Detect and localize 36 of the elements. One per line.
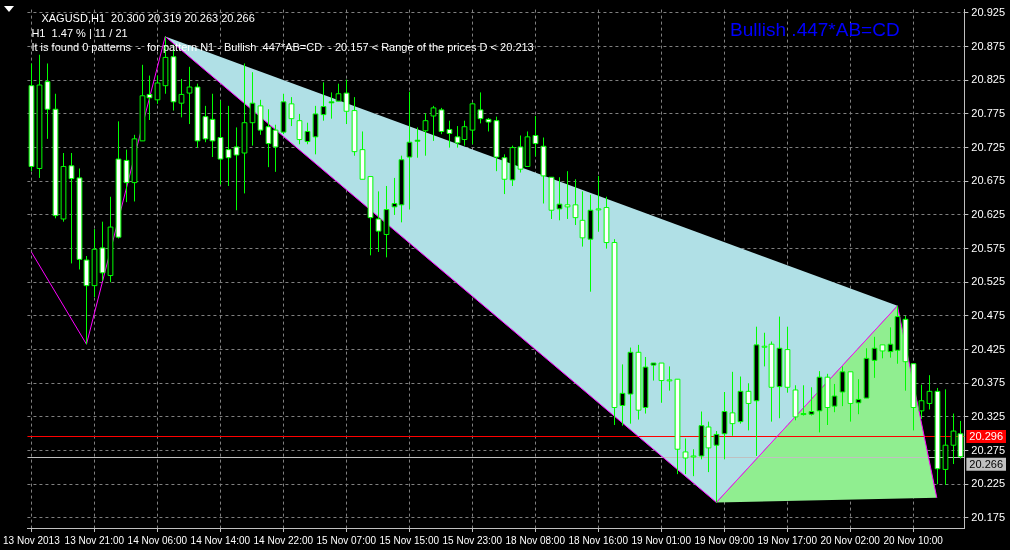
x-tick-label: 14 Nov 22:00 xyxy=(253,534,314,546)
chart-title: XAGUSD,H1 20.300 20.319 20.263 20.266 xyxy=(41,11,255,24)
annotation: H1 1.47 % | 11 / 21 xyxy=(31,26,128,39)
y-tick-label: 20.875 xyxy=(971,39,1006,52)
y-tick-label: 20.425 xyxy=(971,342,1006,355)
x-tick-label: 15 Nov 23:00 xyxy=(442,534,503,546)
y-tick-label: 20.775 xyxy=(971,106,1006,119)
y-tick-label: 20.525 xyxy=(971,275,1006,288)
x-tick-label: 19 Nov 01:00 xyxy=(631,534,692,546)
y-tick-label: 20.625 xyxy=(971,207,1006,220)
y-tick-label: 20.275 xyxy=(971,443,1006,456)
x-tick-label: 13 Nov 2013 xyxy=(3,534,61,546)
annotation: Bullish .447*AB=CD xyxy=(730,18,900,40)
x-tick-label: 20 Nov 02:00 xyxy=(820,534,881,546)
x-tick-label: 19 Nov 17:00 xyxy=(757,534,818,546)
y-tick-label: 20.325 xyxy=(971,409,1006,422)
x-tick-label: 15 Nov 07:00 xyxy=(316,534,377,546)
y-tick-label: 20.925 xyxy=(971,6,1006,18)
x-tick-label: 15 Nov 15:00 xyxy=(379,534,440,546)
y-tick-label: 20.825 xyxy=(971,73,1006,86)
x-tick-label: 13 Nov 21:00 xyxy=(64,534,125,546)
y-tick-label: 20.475 xyxy=(971,308,1006,321)
x-tick-label: 14 Nov 06:00 xyxy=(127,534,188,546)
y-tick-label: 20.225 xyxy=(971,477,1006,490)
x-tick-label: 14 Nov 14:00 xyxy=(190,534,251,546)
y-tick-label: 20.575 xyxy=(971,241,1006,254)
ref-line-label: 20.296 xyxy=(969,429,1004,442)
x-tick-label: 18 Nov 16:00 xyxy=(568,534,629,546)
ref-line-label: 20.266 xyxy=(969,457,1004,470)
y-tick-label: 20.175 xyxy=(971,510,1006,523)
y-tick-label: 20.675 xyxy=(971,174,1006,187)
x-tick-label: 20 Nov 10:00 xyxy=(883,534,944,546)
x-tick-label: 19 Nov 09:00 xyxy=(694,534,755,546)
y-tick-label: 20.725 xyxy=(971,140,1006,153)
x-tick-label: 18 Nov 08:00 xyxy=(505,534,566,546)
y-tick-label: 20.375 xyxy=(971,376,1006,389)
